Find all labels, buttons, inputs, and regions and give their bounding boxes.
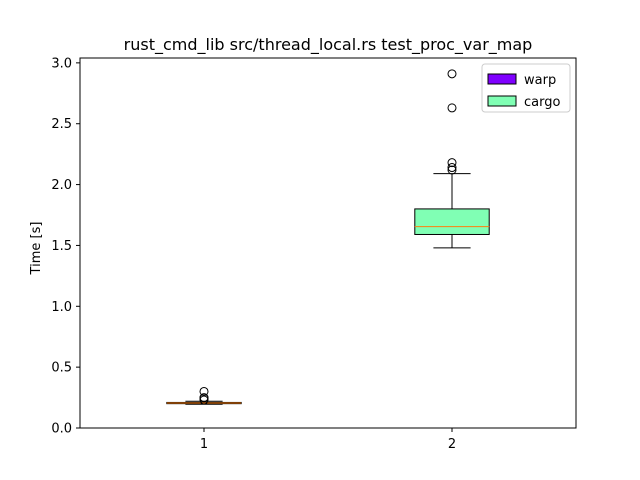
outlier-point — [199, 393, 209, 403]
legend-label-cargo: cargo — [524, 95, 560, 110]
x-tick-label: 1 — [200, 437, 208, 452]
legend: warp cargo — [481, 63, 571, 113]
outlier-point — [447, 103, 457, 113]
outlier-point — [447, 165, 457, 175]
outlier-point — [447, 158, 457, 168]
box-warp — [166, 386, 242, 405]
legend-swatch-warp — [487, 73, 517, 85]
plot-area: 0.0 0.5 1.0 1.5 2.0 2.5 3.0 1 2 — [51, 56, 577, 452]
outlier-point — [199, 386, 209, 396]
box-body — [414, 208, 490, 235]
y-tick-label: 0.5 — [51, 361, 72, 376]
y-axis-label: Time [s] — [29, 222, 44, 276]
box-cargo — [414, 69, 490, 249]
y-tick-label: 3.0 — [51, 56, 72, 71]
y-tick-label: 0.0 — [51, 422, 72, 437]
y-tick-label: 2.5 — [51, 117, 72, 132]
legend-label-warp: warp — [524, 73, 556, 88]
chart-title: rust_cmd_lib src/thread_local.rs test_pr… — [124, 35, 533, 55]
y-tick-label: 1.0 — [51, 300, 72, 315]
outlier-point — [447, 69, 457, 79]
y-tick-label: 1.5 — [51, 239, 72, 254]
legend-swatch-cargo — [487, 95, 517, 107]
axes-frame — [79, 57, 577, 429]
x-tick-label: 2 — [448, 437, 456, 452]
outlier-point — [447, 163, 457, 173]
y-tick-label: 2.0 — [51, 178, 72, 193]
